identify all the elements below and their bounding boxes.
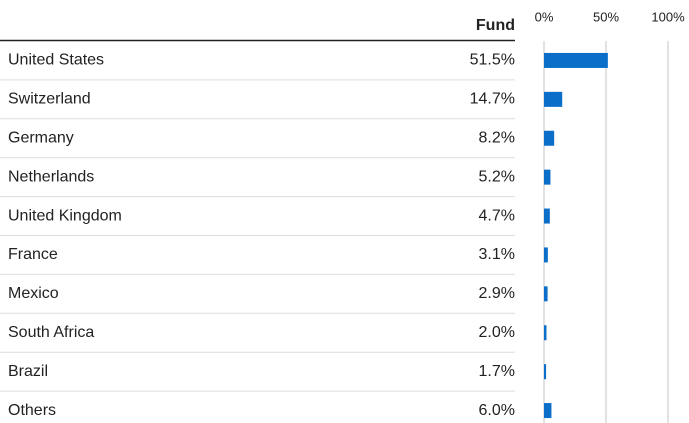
value-label: 14.7%	[470, 91, 515, 108]
bar	[544, 247, 548, 263]
row-label: Switzerland	[8, 91, 91, 108]
bar	[544, 364, 547, 380]
row-label: South Africa	[8, 324, 94, 341]
value-label: 51.5%	[470, 52, 515, 69]
bar	[544, 130, 555, 146]
row-label: Brazil	[8, 363, 48, 380]
row-label: Germany	[8, 129, 74, 146]
x-tick-label: 0%	[535, 9, 554, 24]
row-label: Netherlands	[8, 168, 94, 185]
bar	[544, 286, 548, 302]
value-label: 6.0%	[479, 402, 515, 419]
bar	[544, 403, 552, 419]
bar	[544, 208, 550, 224]
bar	[544, 52, 608, 68]
bar	[544, 325, 547, 341]
value-label: 3.1%	[479, 246, 515, 263]
x-tick-label: 50%	[593, 9, 619, 24]
row-label: United Kingdom	[8, 207, 122, 224]
value-label: 2.9%	[479, 285, 515, 302]
column-header: Fund	[476, 17, 515, 34]
row-label: Others	[8, 402, 56, 419]
bar	[544, 91, 563, 107]
row-label: France	[8, 246, 58, 263]
x-tick-label: 100%	[651, 9, 685, 24]
row-label: United States	[8, 52, 104, 69]
value-label: 4.7%	[479, 207, 515, 224]
value-label: 2.0%	[479, 324, 515, 341]
value-label: 8.2%	[479, 129, 515, 146]
bar	[544, 169, 551, 185]
value-label: 5.2%	[479, 168, 515, 185]
row-label: Mexico	[8, 285, 59, 302]
value-label: 1.7%	[479, 363, 515, 380]
